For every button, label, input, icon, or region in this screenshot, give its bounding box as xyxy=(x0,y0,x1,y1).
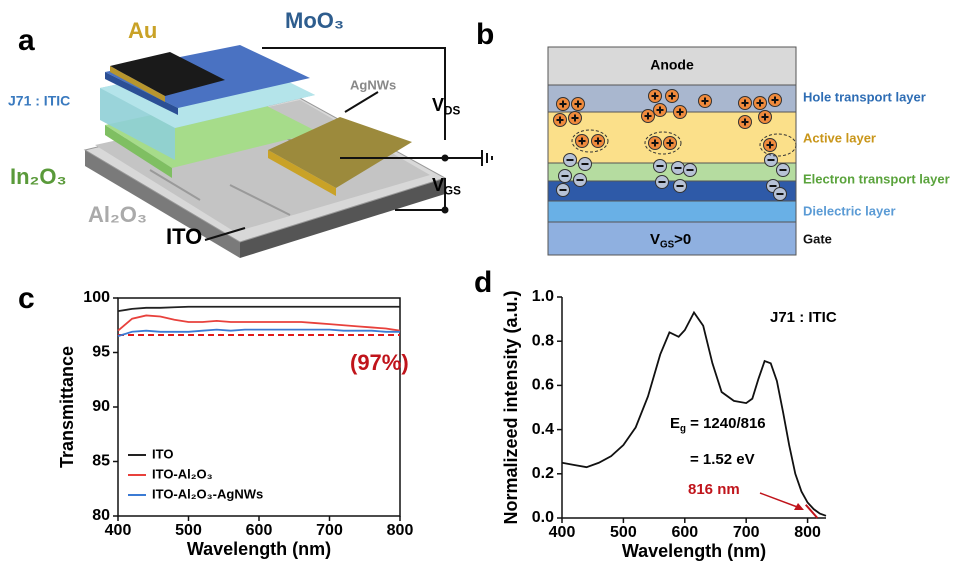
panel-label: c xyxy=(18,282,35,315)
data-line xyxy=(118,315,400,330)
voltage-label-main: V xyxy=(432,95,444,115)
x-tick-label: 600 xyxy=(671,524,698,541)
layer-name: Hole transport layer xyxy=(803,89,926,104)
y-tick-label: 1.0 xyxy=(532,288,554,305)
y-tick-label: 85 xyxy=(92,453,110,470)
voltage-label-main: V xyxy=(432,175,444,195)
y-tick-label: 100 xyxy=(83,289,110,306)
layer-name: Anode xyxy=(650,57,694,73)
x-tick-label: 800 xyxy=(794,524,821,541)
x-tick-label: 500 xyxy=(610,524,637,541)
layer-label: J71 : ITIC xyxy=(8,93,70,109)
layer-label: Au xyxy=(128,18,157,43)
data-line xyxy=(118,307,400,311)
bandgap-label: Eg = 1240/816 xyxy=(670,415,766,434)
panel-label: a xyxy=(18,24,35,57)
layer-label: ITO xyxy=(166,224,202,249)
voltage-label: VDS xyxy=(432,95,460,118)
voltage-label: VGS xyxy=(432,175,461,198)
legend-label: ITO xyxy=(152,446,173,461)
x-tick-label: 800 xyxy=(387,522,414,539)
x-axis-label: Wavelength (nm) xyxy=(187,539,331,559)
x-axis-label: Wavelength (nm) xyxy=(622,541,766,561)
x-tick-label: 500 xyxy=(175,522,202,539)
panel-label: d xyxy=(474,266,492,299)
y-tick-label: 0.2 xyxy=(532,465,554,482)
edge-label: 816 nm xyxy=(688,481,740,498)
y-axis-label: Normalizeed intensity (a.u.) xyxy=(501,290,521,524)
layer-name: Gate xyxy=(803,231,832,246)
x-tick-label: 600 xyxy=(246,522,273,539)
layer-label: MoO₃ xyxy=(285,8,344,33)
layer-name: Active layer xyxy=(803,130,876,145)
gate-bias-main: V xyxy=(650,231,660,248)
layer-label: Al₂O₃ xyxy=(88,202,147,227)
series-label: J71 : ITIC xyxy=(770,309,837,326)
arrow xyxy=(760,493,800,508)
legend-label: ITO-Al₂O₃-AgNWs xyxy=(152,486,263,501)
layer-label: In₂O₃ xyxy=(10,164,67,189)
y-tick-label: 95 xyxy=(92,344,110,361)
x-tick-label: 400 xyxy=(105,522,132,539)
x-tick-label: 700 xyxy=(316,522,343,539)
y-tick-label: 90 xyxy=(92,398,110,415)
y-axis-label: Transmittance xyxy=(57,346,77,468)
x-tick-label: 400 xyxy=(549,524,576,541)
gate-bias-rest: >0 xyxy=(674,231,691,248)
x-tick-label: 700 xyxy=(733,524,760,541)
layer-label: AgNWs xyxy=(350,77,396,92)
bandgap-label-rest: = 1240/816 xyxy=(686,415,766,432)
layer-name: Dielectric layer xyxy=(803,203,896,218)
bandgap-label-main: E xyxy=(670,415,680,432)
gate-bias-sub: GS xyxy=(660,239,675,250)
y-tick-label: 0.4 xyxy=(532,421,554,438)
voltage-label-sub: GS xyxy=(444,184,461,197)
layer-name: Electron transport layer xyxy=(803,171,950,186)
voltage-label-sub: DS xyxy=(444,104,460,117)
legend-label: ITO-Al₂O₃ xyxy=(152,466,213,481)
y-tick-label: 0.8 xyxy=(532,332,554,349)
stack-drawing xyxy=(548,47,796,255)
y-tick-label: 0.6 xyxy=(532,377,554,394)
bandgap-value: = 1.52 eV xyxy=(690,451,755,468)
annotation: (97%) xyxy=(350,350,409,375)
panel-label: b xyxy=(476,18,494,51)
figure: abcdAuMoO₃J71 : ITICAgNWsVDSVGSIn₂O₃Al₂O… xyxy=(0,0,971,565)
